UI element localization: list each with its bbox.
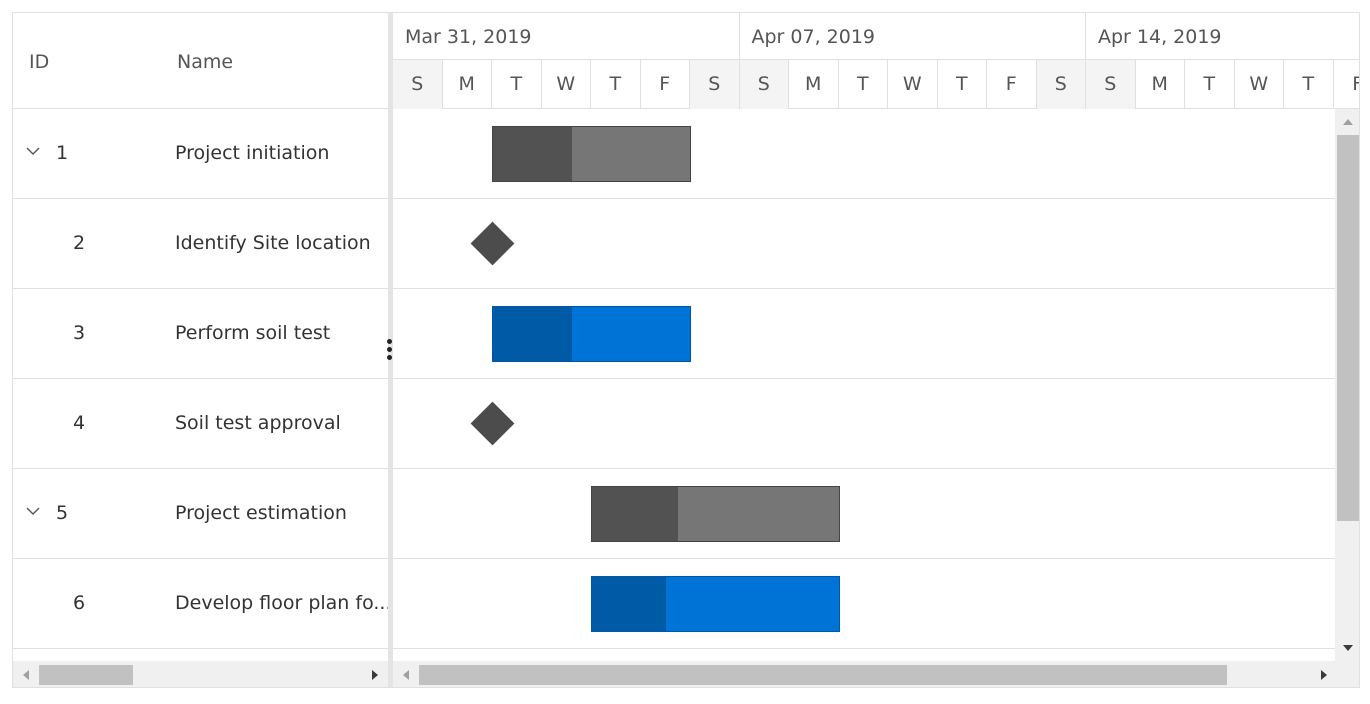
task-name: Identify Site location <box>175 232 371 254</box>
timeline-day: S <box>1086 60 1136 109</box>
parent-taskbar[interactable] <box>492 126 691 182</box>
grid-row[interactable]: 5 Project estimation <box>13 469 388 559</box>
taskbar-progress <box>493 307 572 361</box>
grid-horizontal-scrollbar[interactable] <box>13 661 388 687</box>
grid-row[interactable]: 4 Soil test approval <box>13 379 388 469</box>
timeline-week: Mar 31, 2019 <box>393 13 740 60</box>
timeline-header: Mar 31, 2019 Apr 07, 2019 Apr 14, 2019 S M T W… <box>393 13 1359 109</box>
timeline-day: T <box>1185 60 1235 109</box>
timeline-day: S <box>1036 60 1086 109</box>
timeline-day: W <box>542 60 591 109</box>
grid-row[interactable]: 3 Perform soil test <box>13 289 388 379</box>
chart-row <box>393 289 1335 379</box>
scroll-right-arrow-icon[interactable] <box>1321 670 1327 680</box>
chart-body <box>393 109 1335 661</box>
timeline-week-label: Mar 31, 2019 <box>405 26 532 48</box>
timeline-day: T <box>1284 60 1334 109</box>
taskbar-progress <box>493 127 572 181</box>
task-name: Perform soil test <box>175 322 331 344</box>
task-name: Project estimation <box>175 502 347 524</box>
chevron-down-icon[interactable] <box>25 503 41 519</box>
timeline-day: W <box>1235 60 1284 109</box>
scroll-up-arrow-icon[interactable] <box>1343 119 1353 125</box>
chart-horizontal-scroll-thumb[interactable] <box>419 665 1227 685</box>
task-id: 1 <box>56 142 69 164</box>
column-header-id[interactable]: ID <box>29 51 50 73</box>
chart-pane: Mar 31, 2019 Apr 07, 2019 Apr 14, 2019 S M T W… <box>393 13 1359 687</box>
timeline-day: F <box>1334 60 1359 109</box>
gantt-chart: ID Name 1 Project initiation 2 Identify Sit… <box>12 12 1360 688</box>
timeline-day: T <box>591 60 641 109</box>
grid-row[interactable]: 2 Identify Site location <box>13 199 388 289</box>
timeline-day: W <box>888 60 938 109</box>
chart-row <box>393 109 1335 199</box>
timeline-day: M <box>789 60 839 109</box>
taskbar-progress <box>592 487 679 541</box>
timeline-day: F <box>641 60 690 109</box>
timeline-week: Apr 07, 2019 <box>739 13 1086 60</box>
timeline-day: T <box>839 60 888 109</box>
task-id: 5 <box>56 502 69 524</box>
grid-horizontal-scroll-thumb[interactable] <box>39 665 133 685</box>
timeline-day: M <box>1136 60 1185 109</box>
grid-body: 1 Project initiation 2 Identify Site locati… <box>13 109 388 661</box>
scroll-down-arrow-icon[interactable] <box>1343 645 1353 651</box>
timeline-day: F <box>987 60 1037 109</box>
task-id: 2 <box>73 232 86 254</box>
task-id: 3 <box>73 322 86 344</box>
grid-row[interactable]: 1 Project initiation <box>13 109 388 199</box>
scroll-left-arrow-icon[interactable] <box>403 670 409 680</box>
child-taskbar[interactable] <box>591 576 840 632</box>
vertical-scroll-thumb[interactable] <box>1337 135 1359 521</box>
taskbar-progress <box>592 577 666 631</box>
chart-horizontal-scrollbar[interactable] <box>393 661 1359 687</box>
timeline-day: T <box>938 60 987 109</box>
timeline-week-label: Apr 07, 2019 <box>751 26 876 48</box>
timeline-week: Apr 14, 2019 <box>1086 13 1359 60</box>
grid-header: ID Name <box>13 13 388 109</box>
child-taskbar[interactable] <box>492 306 691 362</box>
timeline-day: M <box>443 60 492 109</box>
task-name: Develop floor plan fo... <box>175 592 388 614</box>
vertical-scrollbar[interactable] <box>1335 109 1359 661</box>
chart-row <box>393 469 1335 559</box>
scroll-right-arrow-icon[interactable] <box>372 670 378 680</box>
task-id: 4 <box>73 412 86 434</box>
scroll-left-arrow-icon[interactable] <box>23 670 29 680</box>
grid-row[interactable]: 6 Develop floor plan fo... <box>13 559 388 649</box>
chart-row <box>393 379 1335 469</box>
timeline-week-label: Apr 14, 2019 <box>1098 26 1222 48</box>
chevron-down-icon[interactable] <box>25 143 41 159</box>
parent-taskbar[interactable] <box>591 486 840 542</box>
timeline-day: S <box>690 60 740 109</box>
timeline-day: T <box>492 60 542 109</box>
chart-row <box>393 199 1335 289</box>
column-header-name[interactable]: Name <box>177 51 234 73</box>
timeline-day: S <box>393 60 443 109</box>
vertical-ellipsis-icon[interactable] <box>387 339 393 363</box>
task-grid: ID Name 1 Project initiation 2 Identify Sit… <box>13 13 388 687</box>
chart-row <box>393 559 1335 649</box>
task-id: 6 <box>73 592 86 614</box>
timeline-day: S <box>739 60 789 109</box>
task-name: Project initiation <box>175 142 330 164</box>
task-name: Soil test approval <box>175 412 341 434</box>
